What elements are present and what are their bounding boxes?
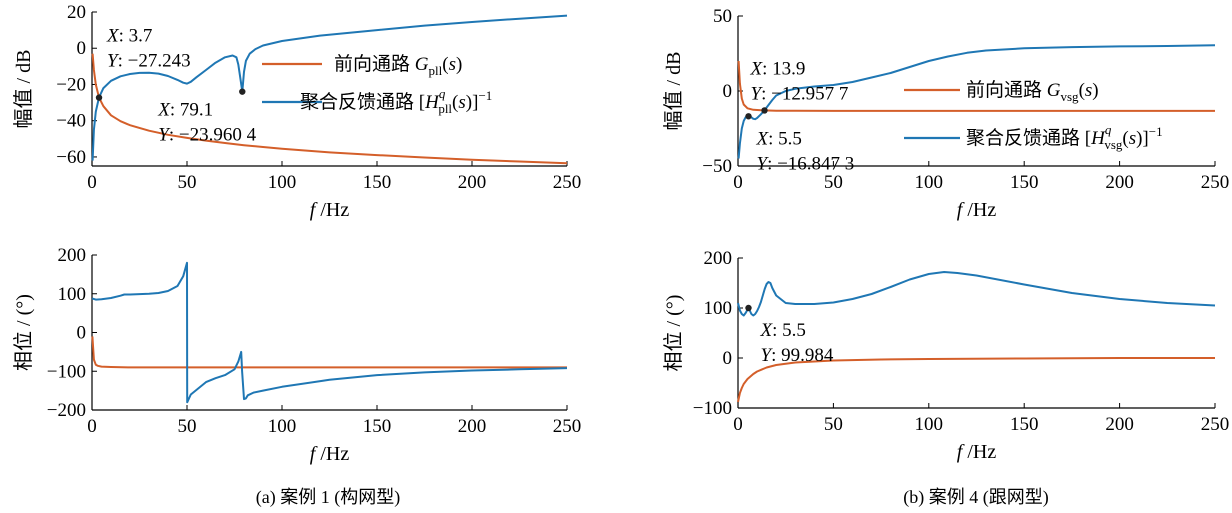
x-tick-label: 50 bbox=[824, 172, 843, 193]
x-tick-label: 250 bbox=[553, 172, 582, 193]
series-line-feedback bbox=[91, 261, 568, 404]
x-tick-label: 100 bbox=[915, 414, 944, 435]
x-tick-label: 250 bbox=[1201, 172, 1230, 193]
data-tip-marker bbox=[745, 304, 752, 312]
x-tick-label: 200 bbox=[458, 416, 487, 437]
x-tick-label: 50 bbox=[824, 414, 843, 435]
y-tick-label: 0 bbox=[723, 81, 733, 102]
series-line-forward bbox=[737, 357, 1215, 403]
x-tick-label: 150 bbox=[363, 416, 392, 437]
data-tip-marker bbox=[761, 107, 768, 114]
y-axis-label: 相位 / (°) bbox=[12, 294, 35, 371]
x-tick-label: 200 bbox=[1105, 172, 1134, 193]
y-tick-label: −200 bbox=[47, 400, 86, 421]
x-tick-label: 150 bbox=[1010, 172, 1039, 193]
x-tick-label: 100 bbox=[268, 172, 297, 193]
x-tick-label: 200 bbox=[1105, 414, 1134, 435]
y-tick-label: 200 bbox=[58, 245, 87, 266]
y-tick-label: 0 bbox=[77, 323, 87, 344]
x-tick-label: 100 bbox=[915, 172, 944, 193]
legend-b-feedback-label: 聚合反馈通路 [Hq vsg(s)]−1 bbox=[966, 122, 1163, 152]
y-tick-label: −40 bbox=[56, 111, 86, 132]
x-tick-label: 50 bbox=[178, 172, 197, 193]
y-tick-label: −60 bbox=[56, 147, 86, 168]
series-line-feedback bbox=[91, 14, 568, 161]
y-tick-label: 0 bbox=[77, 38, 87, 59]
data-tip-label: X: 5.5 bbox=[755, 128, 801, 149]
data-tip-label: X: 3.7 bbox=[106, 26, 152, 47]
y-axis-label: 幅值 / dB bbox=[662, 52, 685, 131]
legend-b-forward-label: 前向通路 Gvsg(s) bbox=[966, 79, 1099, 104]
data-tip-marker bbox=[95, 94, 103, 101]
data-tip-label: X: 79.1 bbox=[157, 100, 213, 121]
data-tip-marker bbox=[745, 113, 752, 120]
x-tick-label: 150 bbox=[363, 172, 392, 193]
y-axis-label: 幅值 / dB bbox=[12, 50, 35, 129]
series-line-feedback bbox=[737, 271, 1216, 317]
y-tick-label: 50 bbox=[713, 6, 732, 27]
legend-a-feedback-label: 聚合反馈通路 [Hq pll(s)]−1 bbox=[300, 86, 492, 116]
y-axis-label: 相位 / (°) bbox=[662, 295, 685, 372]
legend-a: 前向通路 Gpll(s) 聚合反馈通路 [Hq pll(s)]−1 bbox=[262, 53, 492, 116]
x-tick-label: 0 bbox=[733, 414, 743, 435]
x-tick-label: 0 bbox=[87, 172, 97, 193]
panel-a-phase: 0 50 100 150 200 250 200 100 0 −100 −200 f /Hz 相位 / … bbox=[12, 245, 581, 465]
x-tick-label: 0 bbox=[733, 172, 743, 193]
y-tick-label: 20 bbox=[67, 2, 86, 23]
x-tick-label: 250 bbox=[1201, 414, 1230, 435]
x-axis-label: f /Hz bbox=[310, 199, 350, 221]
data-tip-label: X: 13.9 bbox=[750, 58, 806, 79]
legend-b: 前向通路 Gvsg(s) 聚合反馈通路 [Hq vsg(s)]−1 bbox=[904, 79, 1163, 152]
x-axis-label: f /Hz bbox=[310, 443, 350, 465]
data-tip-label: Y: −16.847 3 bbox=[756, 153, 854, 174]
y-tick-label: 200 bbox=[704, 248, 733, 269]
caption-a: (a) 案例 1 (构网型) bbox=[256, 487, 400, 508]
x-axis-label: f /Hz bbox=[957, 441, 997, 463]
data-tip-label: Y: −27.243 bbox=[107, 51, 191, 72]
data-tip-label: Y: 99.984 bbox=[760, 345, 833, 366]
y-tick-label: 100 bbox=[704, 298, 733, 319]
data-tip-label: X: 5.5 bbox=[759, 320, 805, 341]
series-line-forward bbox=[737, 60, 1215, 112]
y-tick-label: −50 bbox=[702, 156, 732, 177]
y-tick-label: −20 bbox=[56, 74, 86, 95]
x-tick-label: 100 bbox=[268, 416, 297, 437]
x-tick-label: 200 bbox=[458, 172, 487, 193]
y-tick-label: 100 bbox=[58, 284, 87, 305]
y-tick-label: −100 bbox=[47, 361, 86, 382]
data-tip-label: Y: −23.960 4 bbox=[158, 125, 256, 146]
y-tick-label: −100 bbox=[693, 398, 732, 419]
y-tick-label: 0 bbox=[723, 348, 733, 369]
series-line-forward bbox=[91, 336, 567, 369]
x-axis-label: f /Hz bbox=[957, 199, 997, 221]
x-tick-label: 250 bbox=[553, 416, 582, 437]
x-tick-label: 50 bbox=[178, 416, 197, 437]
data-tip-label: Y: −12.957 7 bbox=[751, 83, 849, 104]
data-tip-marker bbox=[239, 88, 246, 95]
caption-b: (b) 案例 4 (跟网型) bbox=[903, 487, 1048, 508]
series-line-forward bbox=[91, 53, 568, 165]
legend-a-forward-label: 前向通路 Gpll(s) bbox=[334, 53, 462, 78]
x-tick-label: 150 bbox=[1010, 414, 1039, 435]
x-tick-label: 0 bbox=[87, 416, 97, 437]
